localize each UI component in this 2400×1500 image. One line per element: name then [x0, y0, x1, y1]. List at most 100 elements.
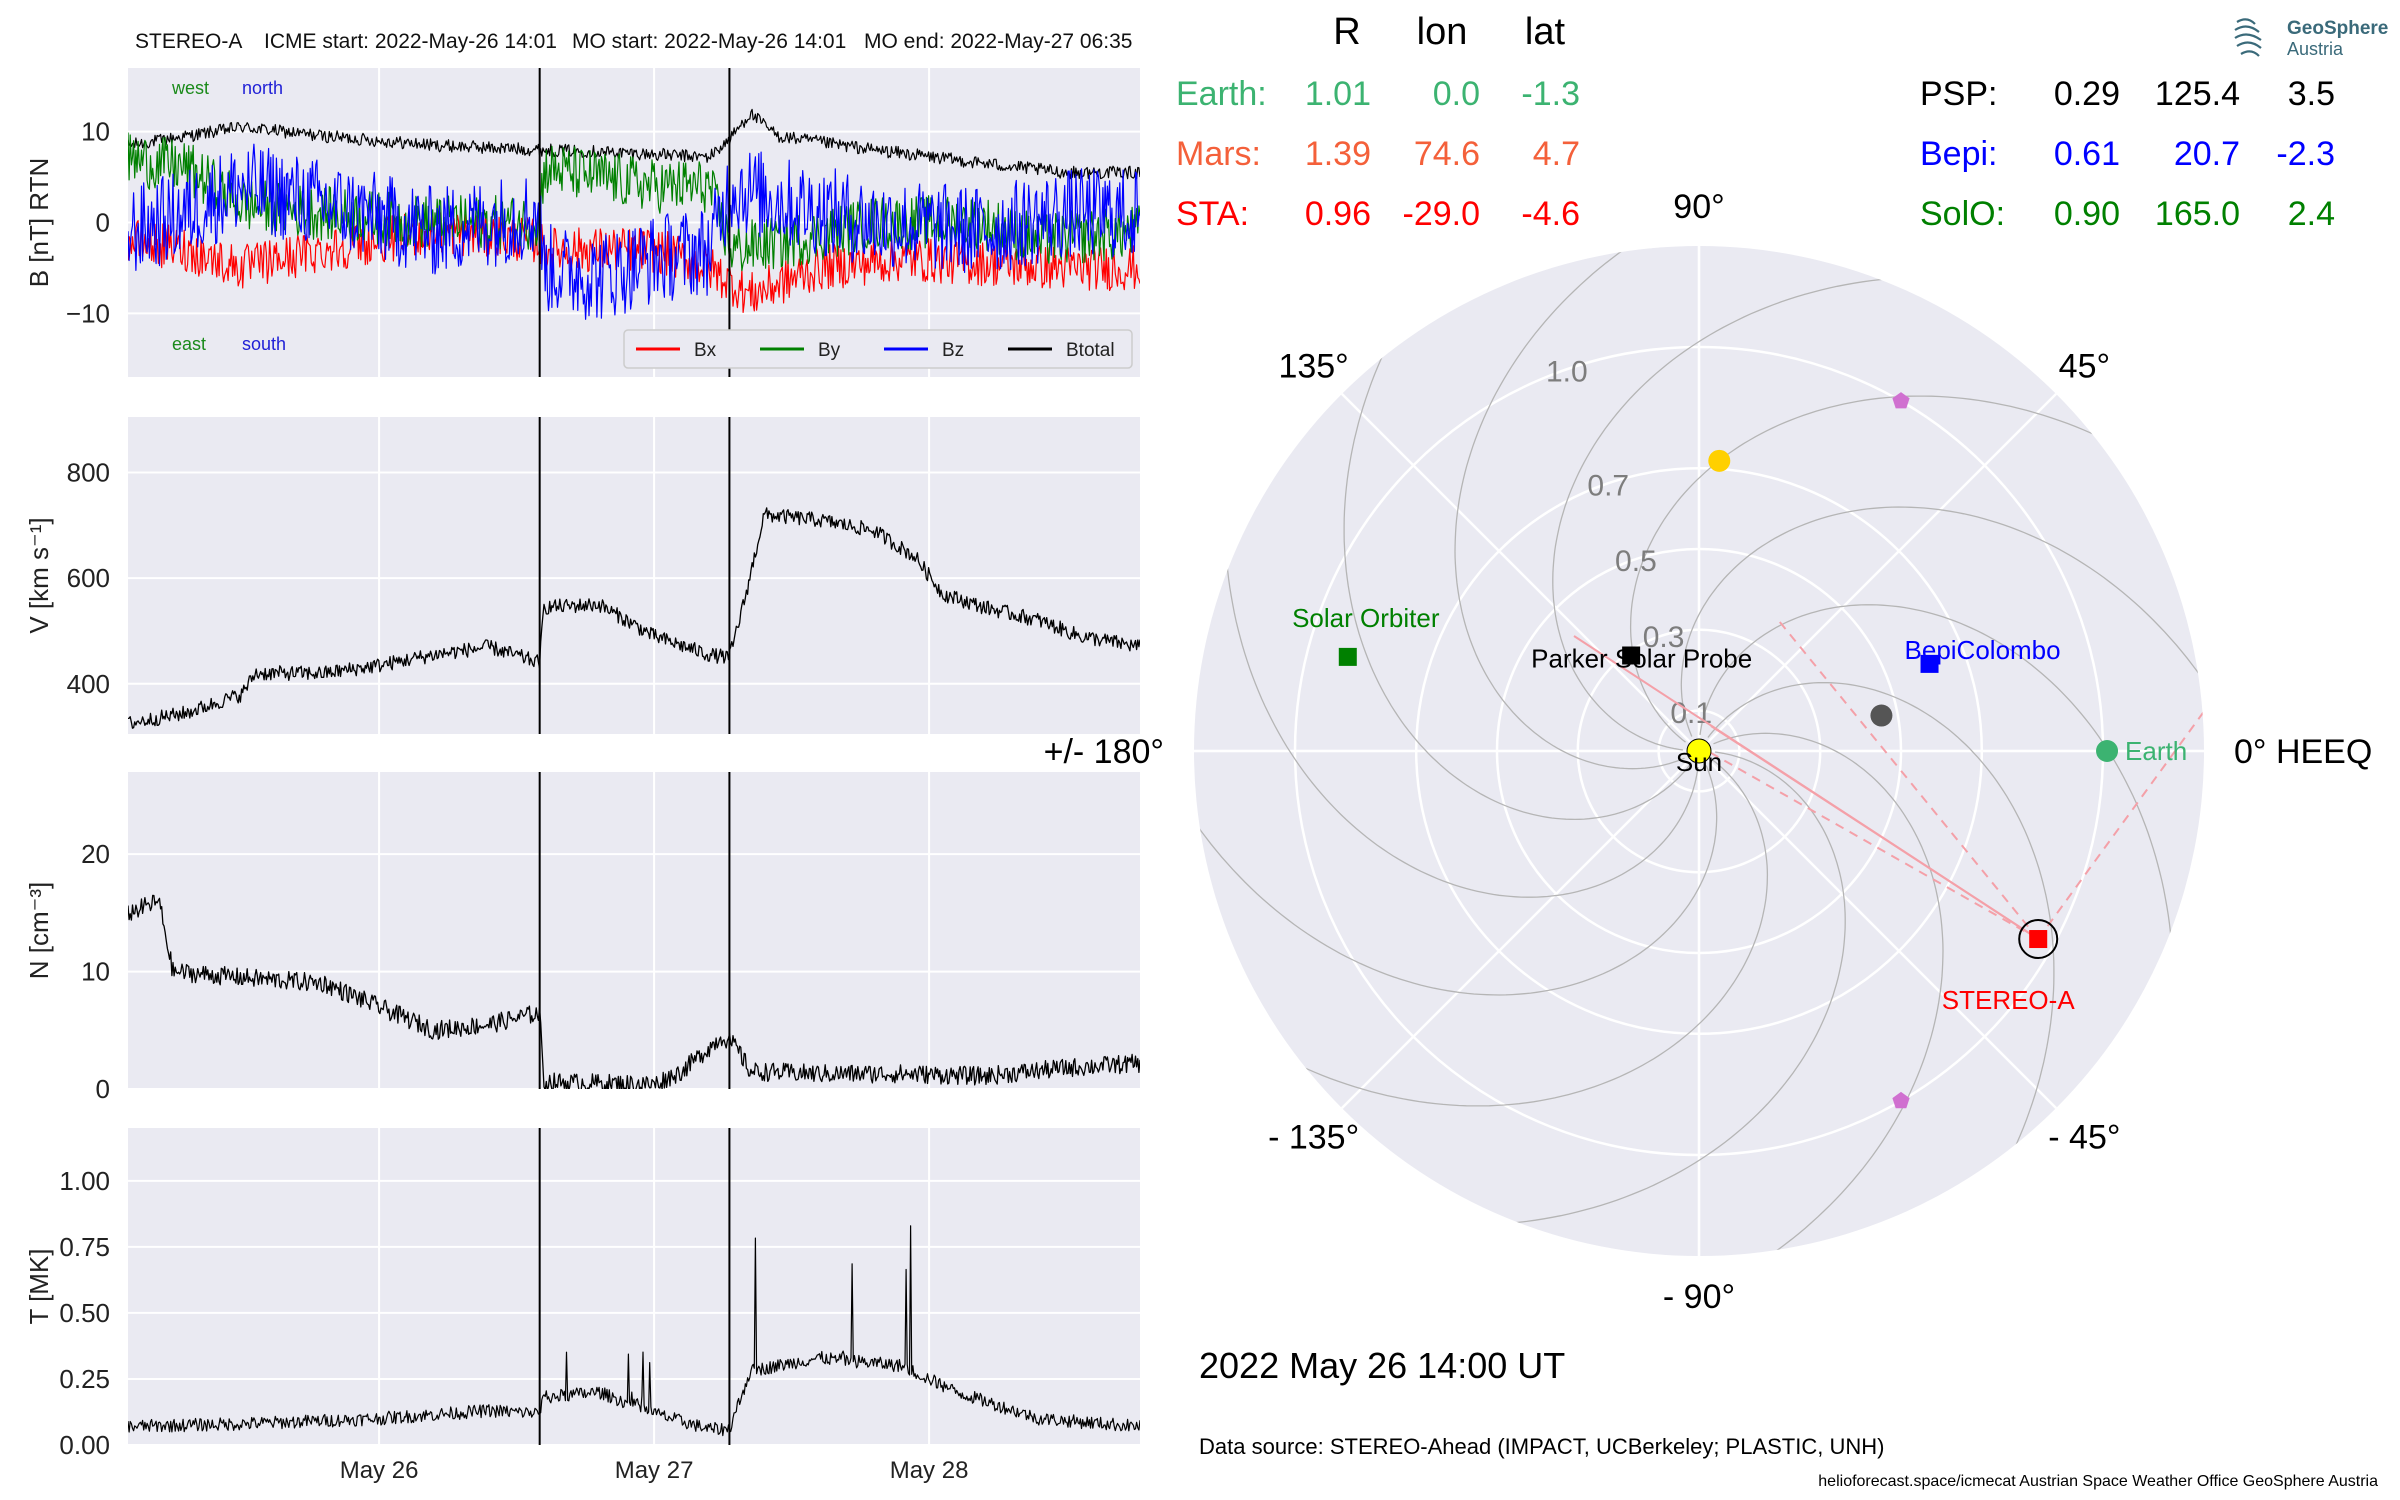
panel-V: 800 600 400 V [km s⁻¹]	[24, 417, 1140, 734]
table-lon-right-2: 165.0	[2155, 195, 2240, 233]
table-header-r: R	[1333, 11, 1360, 53]
polar-grid-spoke	[1341, 750, 1700, 1109]
fov-line	[2037, 453, 2204, 940]
y-axis-label: T [MK]	[24, 1248, 54, 1324]
table-lon-2: -29.0	[1403, 195, 1481, 233]
legend-label-Bx: Bx	[694, 340, 717, 361]
solar-orbiter-marker	[1338, 647, 1357, 666]
angle-label: - 90°	[1663, 1278, 1735, 1316]
polar-grid-spoke	[1341, 393, 1700, 752]
table-lat-0: -1.3	[1521, 75, 1580, 113]
polar-grid-ring	[1576, 628, 1822, 874]
body-stereo-a: STEREO-A	[1942, 919, 2075, 1015]
polar-grid-spoke	[1698, 750, 2057, 1109]
polar-grid-ring	[1495, 547, 1903, 955]
panel-N: 20 10 0 N [cm⁻³]	[24, 772, 1140, 1104]
header-mo-end: MO end: 2022-May-27 06:35	[864, 30, 1133, 53]
body-sun: Sun	[1676, 738, 1722, 777]
stereo-a-fov-lines	[1573, 453, 2204, 940]
direction-label-bottom: south	[242, 334, 286, 354]
table-name-right-1: Bepi:	[1920, 135, 1998, 173]
mercury-marker	[1870, 704, 1893, 727]
angle-label: 45°	[2059, 348, 2110, 386]
sun-marker	[1686, 738, 1712, 764]
angle-label: 135°	[1278, 348, 1348, 386]
body-label: BepiColombo	[1905, 635, 2061, 665]
panel-T-background	[128, 1128, 1140, 1445]
header-spacecraft: STEREO-A	[135, 30, 242, 53]
direction-label-top: west	[171, 78, 209, 98]
body-label: Sun	[1676, 747, 1722, 777]
series-Btotal	[128, 108, 1140, 180]
panel-T: 1.00 0.75 0.50 0.25 0.00 T [MK]	[24, 1128, 1140, 1460]
ytick-label: 20	[81, 839, 110, 869]
y-axis-label: N [cm⁻³]	[24, 882, 54, 980]
legend-box	[623, 329, 1133, 369]
bepicolombo-marker	[1920, 654, 1939, 673]
ytick-label: 0.75	[59, 1232, 110, 1262]
ytick-label: 0	[96, 208, 110, 238]
ytick-label: 1.00	[59, 1166, 110, 1196]
ring-label: 0.7	[1587, 469, 1629, 502]
series-Bx	[128, 211, 1140, 313]
polar-grid-ring	[1414, 466, 1984, 1036]
series-V	[128, 507, 1140, 729]
body-solar-orbiter: Solar Orbiter	[1292, 603, 1440, 666]
parker-spiral	[1454, 246, 1986, 770]
body-earth: Earth	[2096, 736, 2187, 766]
table-lat-right-0: 3.5	[2288, 75, 2335, 113]
l5-marker	[1892, 1091, 1910, 1109]
xtick-label: May 27	[615, 1457, 694, 1484]
ring-label: 1.0	[1546, 355, 1588, 388]
ytick-label: 10	[81, 957, 110, 987]
geosphere-logo: GeoSphere Austria	[2234, 18, 2388, 59]
angle-label: 0° HEEQ	[2234, 733, 2372, 771]
y-axis-label: B [nT] RTN	[24, 158, 54, 288]
table-r-2: 0.96	[1305, 195, 1371, 233]
legend-label-Bz: Bz	[942, 340, 964, 361]
series-N	[128, 894, 1140, 1089]
timeseries-panels: 10 0 −10 B [nT] RTN west north east south Bx By Bz…	[24, 68, 1140, 1484]
position-table: R lon lat Earth: 1.01 0.0 -1.3 Mars: 1.39 74.6…	[1176, 11, 2335, 233]
body-label: Parker Solar Probe	[1531, 643, 1752, 673]
angle-label: +/- 180°	[1044, 733, 1164, 771]
table-name-1: Mars:	[1176, 135, 1261, 173]
table-name-2: STA:	[1176, 195, 1249, 233]
header-mo-start: MO start: 2022-May-26 14:01	[572, 30, 846, 53]
direction-label-top: north	[242, 78, 283, 98]
body-bepicolombo: BepiColombo	[1905, 635, 2061, 673]
panel-N-background	[128, 772, 1140, 1089]
body-mercury	[1870, 704, 1893, 727]
table-lon-1: 74.6	[1414, 135, 1480, 173]
fov-line	[1703, 748, 2039, 940]
legend-label-By: By	[818, 340, 841, 361]
ytick-label: 0.00	[59, 1430, 110, 1460]
legend: Bx By Bz Btotal	[623, 329, 1133, 369]
ytick-label: −10	[66, 298, 110, 328]
stereo-a-ring	[2018, 919, 2059, 960]
body-l5	[1892, 1091, 1910, 1109]
body-mars	[1708, 449, 1731, 472]
table-r-1: 1.39	[1305, 135, 1371, 173]
table-r-0: 1.01	[1305, 75, 1371, 113]
polar-grid-ring	[1657, 709, 1741, 793]
logo-line1: GeoSphere	[2287, 18, 2388, 39]
table-lat-1: 4.7	[1533, 135, 1580, 173]
ytick-label: 400	[67, 669, 110, 699]
data-source: Data source: STEREO-Ahead (IMPACT, UCBer…	[1199, 1434, 1884, 1459]
table-name-0: Earth:	[1176, 75, 1267, 113]
ring-label: 0.5	[1615, 545, 1657, 578]
footer-credits: helioforecast.space/icmecat Austrian Spa…	[1818, 1473, 2378, 1490]
timestamp: 2022 May 26 14:00 UT	[1199, 1345, 1565, 1386]
table-header-lat: lat	[1525, 11, 1566, 53]
fov-line	[1573, 635, 2039, 940]
body-l4	[1892, 392, 1910, 409]
stereo-a-marker	[2029, 930, 2048, 949]
earth-marker	[2096, 740, 2119, 762]
panel-V-background	[128, 417, 1140, 734]
y-axis-label: V [km s⁻¹]	[24, 517, 54, 633]
ytick-label: 0.50	[59, 1298, 110, 1328]
ytick-label: 600	[67, 563, 110, 593]
